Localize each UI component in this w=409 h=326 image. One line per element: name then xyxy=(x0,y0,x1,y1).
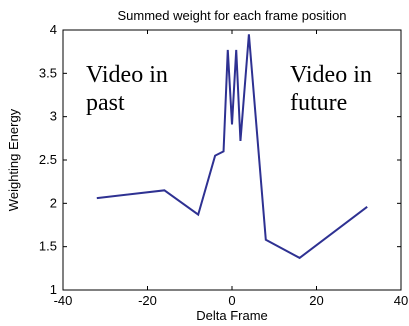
x-tick-label: -40 xyxy=(54,293,73,308)
y-tick-label: 2.5 xyxy=(39,152,57,167)
annotations: Video in past Video in future xyxy=(86,62,372,116)
x-tick-label: 40 xyxy=(394,293,408,308)
series-layer xyxy=(96,34,368,260)
axis-tick-labels: -40 -20 0 20 40 1 1.5 2 2.5 3 3.5 4 xyxy=(39,22,408,308)
annotation-label: Video in future xyxy=(290,62,372,116)
y-tick-label: 3.5 xyxy=(39,65,57,80)
x-tick-label: 0 xyxy=(228,293,235,308)
y-tick-label: 4 xyxy=(50,22,57,37)
y-tick-label: 3 xyxy=(50,109,57,124)
y-tick-label: 2 xyxy=(50,195,57,210)
x-axis-title: Delta Frame xyxy=(196,308,268,323)
x-tick-label: 20 xyxy=(309,293,323,308)
y-tick-label: 1 xyxy=(50,282,57,297)
annotation-label: Video in past xyxy=(86,62,168,116)
plot-area xyxy=(62,29,402,291)
y-tick-label: 1.5 xyxy=(39,239,57,254)
y-axis-title: Weighting Energy xyxy=(6,108,21,211)
series-line xyxy=(96,34,368,260)
x-tick-label: -20 xyxy=(138,293,157,308)
axis-ticks xyxy=(62,29,402,291)
chart-title: Summed weight for each frame position xyxy=(117,8,346,23)
